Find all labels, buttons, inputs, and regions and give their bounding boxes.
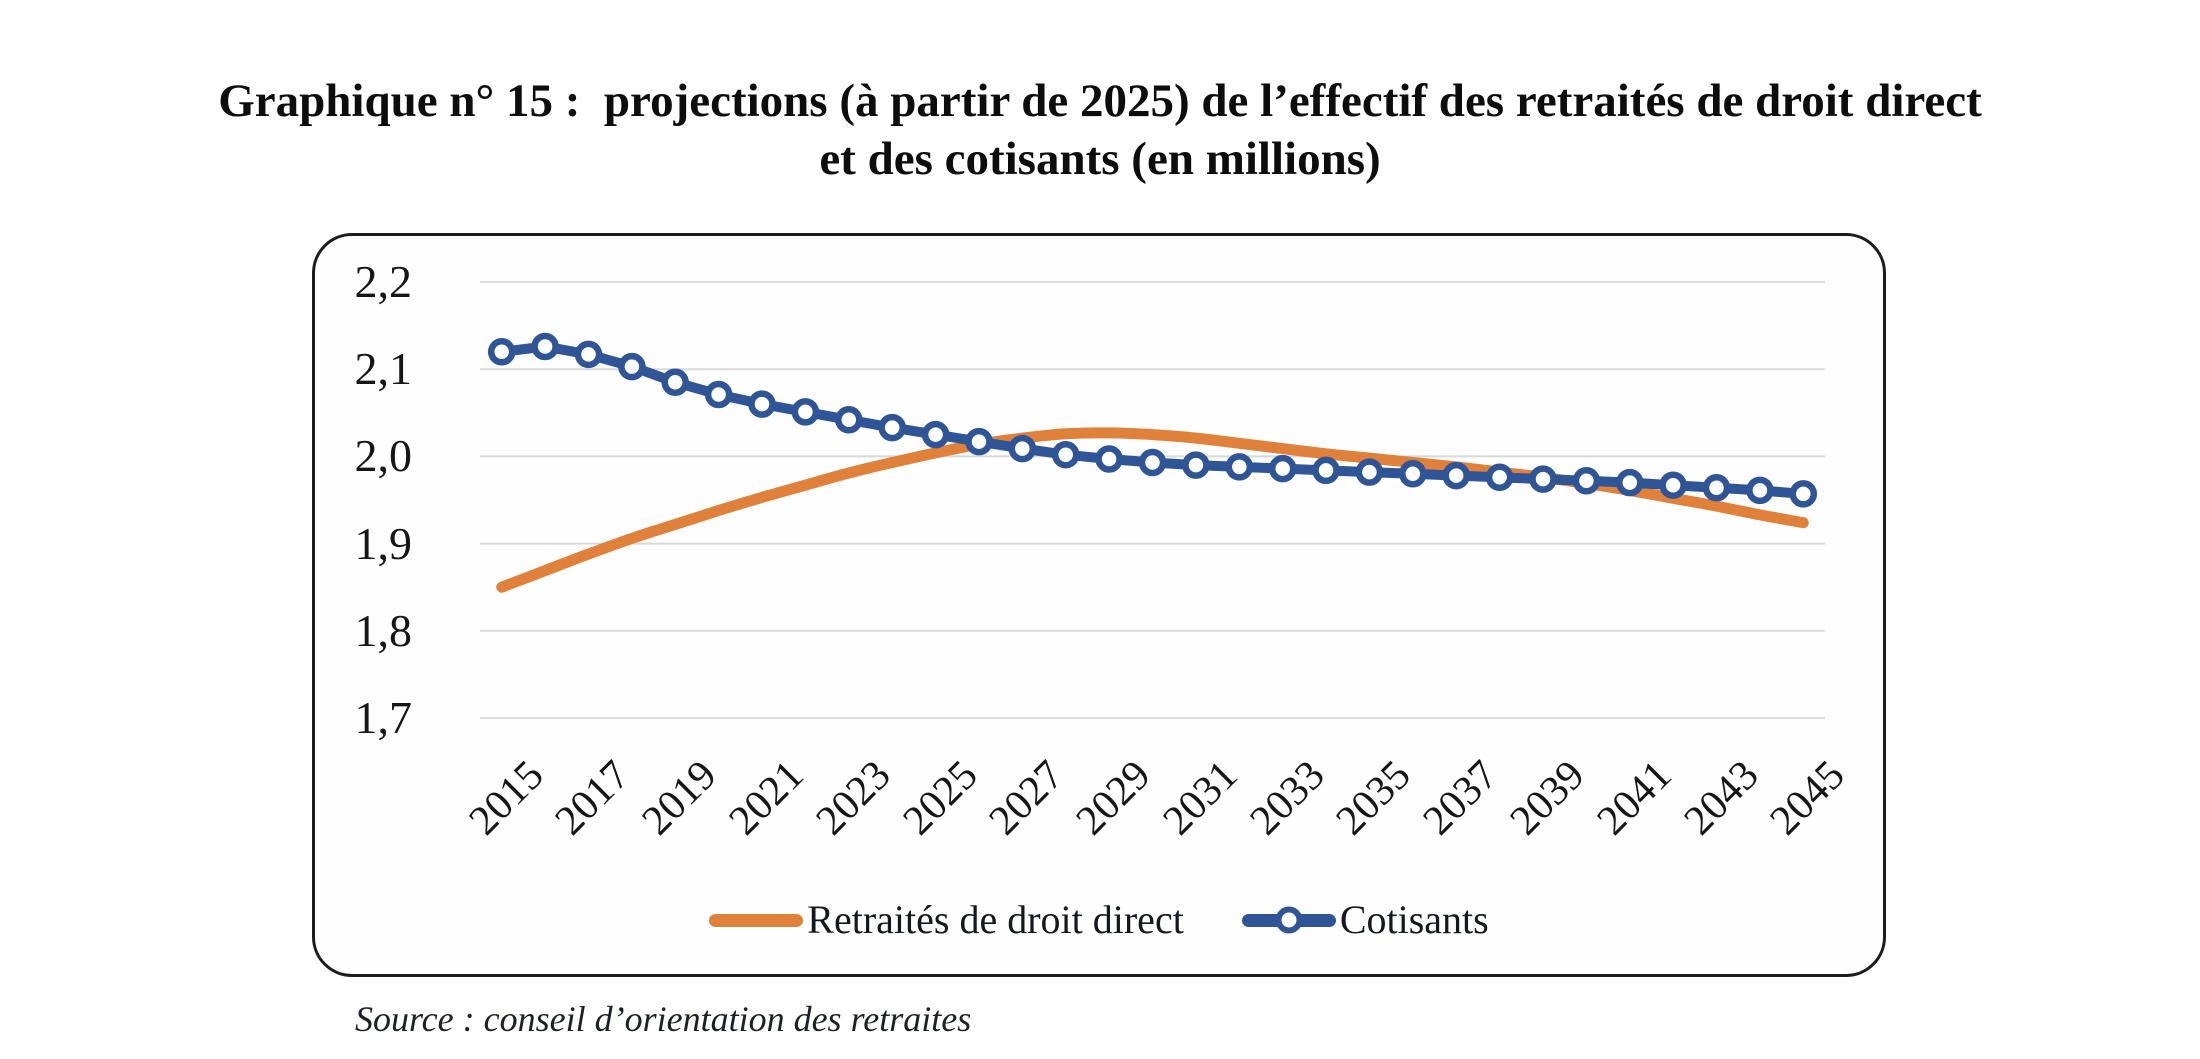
y-tick-label: 2,0 <box>354 430 413 482</box>
series-cotisants-marker <box>878 413 906 442</box>
series-cotisants-marker <box>965 427 993 456</box>
series-cotisants-marker <box>1225 453 1254 481</box>
series-cotisants-marker <box>574 340 603 369</box>
series-cotisants-marker <box>835 406 863 434</box>
y-tick-label: 2,1 <box>354 343 413 395</box>
y-tick-label: 1,9 <box>354 517 413 569</box>
series-cotisants-marker <box>1789 480 1818 508</box>
legend-label-cotisants: Cotisants <box>1339 897 1489 942</box>
figure-title: Graphique n° 15 : projections (à partir … <box>0 72 2200 188</box>
series-cotisants-marker <box>618 352 646 381</box>
series-cotisants-marker <box>1138 448 1167 477</box>
cotisants-line-swatch-icon <box>1241 906 1336 934</box>
series-cotisants-marker <box>1572 467 1601 495</box>
series-cotisants-marker <box>1182 451 1210 479</box>
series-cotisants-marker <box>1051 440 1080 469</box>
series-cotisants-marker <box>1095 445 1123 473</box>
series-cotisants-marker <box>1702 474 1731 502</box>
legend-label-retraites: Retraités de droit direct <box>807 897 1184 942</box>
y-tick-label: 2,2 <box>354 256 413 307</box>
series-cotisants-marker <box>791 398 820 426</box>
series-cotisants-marker <box>661 368 689 397</box>
series-cotisants-marker <box>1616 468 1644 497</box>
series-cotisants-marker <box>748 390 776 418</box>
series-cotisants-marker <box>1485 463 1514 492</box>
series-cotisants-marker <box>1442 461 1470 490</box>
series-cotisants-marker <box>531 332 559 361</box>
series-cotisants-marker <box>1399 460 1427 488</box>
series-cotisants-marker <box>1529 465 1557 493</box>
series-cotisants-marker <box>704 380 733 409</box>
y-tick-label: 1,8 <box>354 604 413 656</box>
series-cotisants-marker <box>1746 476 1774 505</box>
legend-item-cotisants: Cotisants <box>1241 896 1489 944</box>
series-cotisants-marker <box>1268 454 1297 483</box>
chart-frame: 2,2 2,1 2,0 1,9 1,8 1,7 2015 2017 2019 2021 2023 2… <box>312 233 1886 977</box>
legend-item-retraites: Retraités de droit direct <box>709 896 1184 944</box>
series-cotisants-marker <box>1312 456 1340 485</box>
figure-title-line-1: Graphique n° 15 : projections (à partir … <box>218 75 1982 127</box>
line-chart-canvas <box>480 281 1825 719</box>
series-cotisants-marker <box>1659 471 1687 499</box>
y-tick-label: 1,7 <box>354 692 413 743</box>
chart-legend: Retraités de droit direct Cotisants <box>315 896 1883 944</box>
open-circle-marker-icon <box>1275 906 1303 934</box>
series-cotisants-marker <box>921 420 950 449</box>
source-note: Source : conseil d’orientation des retra… <box>355 999 972 1039</box>
figure-title-line-2: et des cotisants (en millions) <box>819 133 1381 185</box>
series-cotisants-marker <box>1008 434 1037 463</box>
retraites-line-swatch-icon <box>709 913 804 927</box>
series-cotisants-marker <box>487 338 516 366</box>
series-cotisants-marker <box>1355 458 1384 486</box>
